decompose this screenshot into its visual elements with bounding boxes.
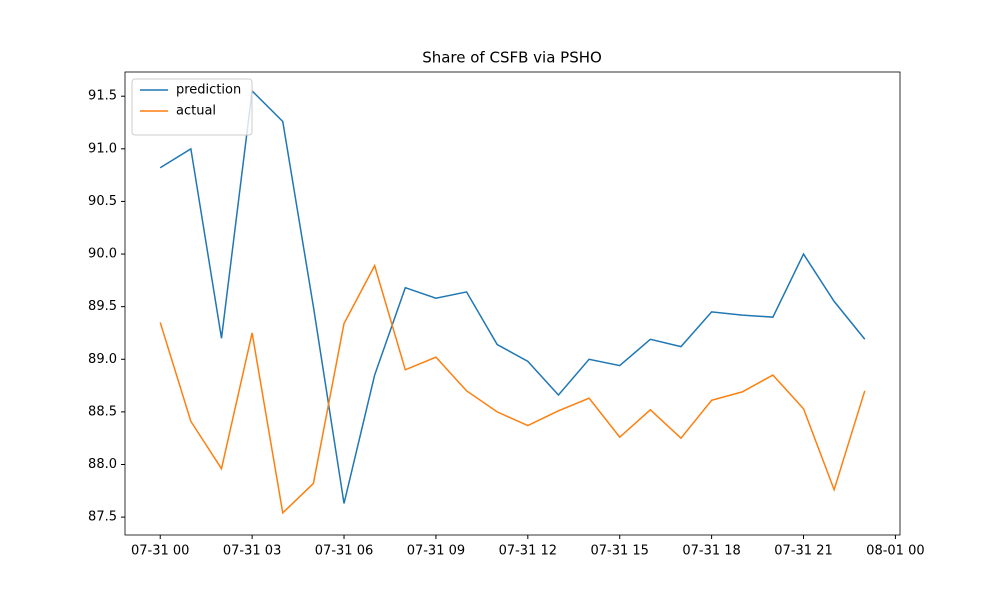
series-line (159, 89, 866, 504)
y-tick-label: 91.0 (88, 141, 117, 156)
legend-label: prediction (176, 83, 241, 98)
y-tick-label: 88.5 (88, 404, 117, 419)
axes-frame (124, 71, 901, 536)
legend-box (131, 78, 253, 136)
y-tick-label: 89.0 (88, 352, 117, 367)
y-tick-label: 91.5 (88, 89, 117, 104)
y-tick-label: 90.0 (88, 247, 117, 262)
x-tick-label: 07-31 18 (682, 544, 740, 559)
y-tick-label: 88.0 (88, 457, 117, 472)
y-tick-label: 87.5 (88, 510, 117, 525)
x-tick-label: 07-31 09 (407, 544, 465, 559)
y-tick-label: 89.5 (88, 299, 117, 314)
y-tick-label: 90.5 (88, 194, 117, 209)
x-tick-label: 07-31 15 (590, 544, 648, 559)
x-tick-label: 07-31 03 (223, 544, 281, 559)
x-tick-label: 07-31 06 (315, 544, 373, 559)
legend-label: actual (176, 104, 216, 119)
chart-title: Share of CSFB via PSHO (422, 49, 602, 67)
x-tick-label: 07-31 12 (499, 544, 557, 559)
x-tick-label: 08-01 00 (866, 544, 924, 559)
x-tick-label: 07-31 21 (774, 544, 832, 559)
series-line (159, 263, 866, 515)
x-tick-label: 07-31 00 (131, 544, 189, 559)
